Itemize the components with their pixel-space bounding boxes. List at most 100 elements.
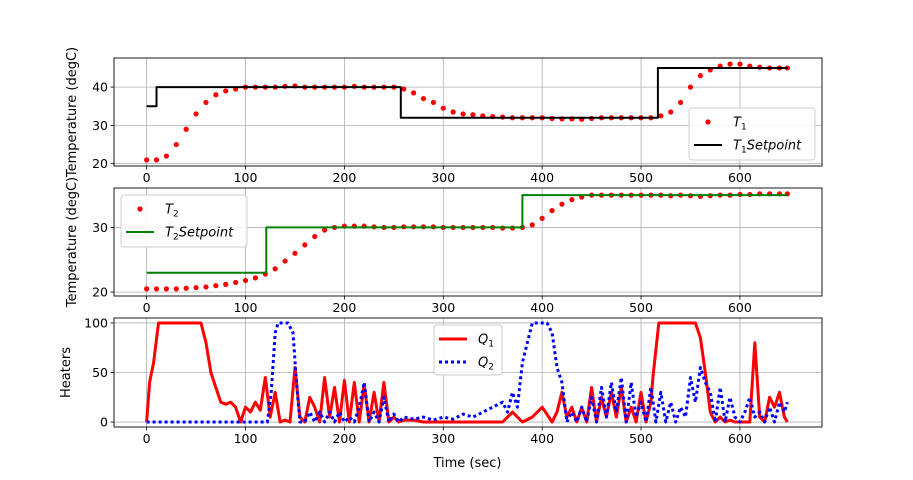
y-tick-label: 30 [92,118,108,133]
data-point [144,157,150,163]
y-tick-label: 40 [92,80,108,95]
x-axis-label: Time (sec) [432,456,501,471]
data-point [163,286,170,292]
series-Q1-line [145,321,789,424]
x-tick-label: 300 [431,300,455,315]
data-point [213,92,219,98]
legend-label: Q1 [478,333,494,350]
data-point [322,227,328,233]
x-tick-label: 200 [332,300,356,315]
plot-area [144,191,790,292]
data-point [183,285,189,291]
data-point [658,113,664,119]
legend-marker [705,119,711,125]
data-point [430,99,436,106]
data-point [292,250,298,256]
y-axis-label: Temperature (degC) [65,47,80,178]
data-point [302,242,308,248]
data-point [173,141,179,148]
x-tick-label: 100 [234,300,258,315]
data-point [252,275,259,281]
data-point [144,286,150,292]
axes-frame [113,187,823,297]
legend: T2 T2Setpoint [120,194,248,248]
plot-area [144,61,790,163]
y-tick-label: 30 [92,220,108,235]
series-T1-setpoint-line [146,67,788,119]
data-point [223,88,229,94]
data-point [460,111,466,117]
data-point [529,222,535,228]
data-point [687,84,694,90]
data-point [203,284,209,290]
x-tick-label: 0 [143,431,151,446]
data-point [677,99,684,106]
axes-frame [113,57,823,167]
data-point [183,126,189,132]
legend-box [120,194,248,248]
legend-marker [137,206,143,212]
data-point [401,86,407,92]
data-point [727,61,733,67]
data-point [203,99,209,106]
y-axis-label: Heaters [59,347,74,398]
x-tick-label: 300 [431,170,455,185]
x-tick-label: 600 [728,170,752,185]
data-point [420,95,427,102]
data-point [153,157,160,163]
data-point [559,201,565,207]
axes-frame [113,317,823,428]
x-tick-label: 500 [629,300,653,315]
data-point [549,208,555,214]
data-point [470,112,476,118]
legend-box [688,107,816,161]
legend-label: Q2 [478,356,494,373]
data-point [569,197,575,203]
x-tick-label: 600 [728,300,752,315]
panel-1: 0 100 200 300 400 500 600 20 30 40 Temperature (de… [65,47,823,185]
series-T2-setpoint-line [146,194,788,274]
legend-label: T2Setpoint [165,226,234,243]
x-tick-label: 300 [431,431,455,446]
data-point [737,61,743,67]
y-tick-label: 0 [100,415,108,430]
data-point [193,111,199,117]
plot-area [145,321,789,424]
data-point [163,153,170,159]
data-point [450,109,456,115]
data-point [411,90,417,96]
panel-2: 0 100 200 300 400 500 600 20 30 Temperature (degC… [65,177,823,315]
x-tick-label: 400 [530,170,554,185]
x-tick-label: 0 [143,300,151,315]
x-tick-label: 100 [234,170,258,185]
x-tick-label: 500 [629,431,653,446]
data-point [312,233,318,240]
data-point [242,277,249,284]
x-tick-label: 200 [332,170,356,185]
data-point [272,266,278,272]
data-point [173,286,179,292]
x-tick-label: 0 [143,170,151,185]
x-tick-label: 200 [332,431,356,446]
y-tick-label: 20 [92,285,108,300]
x-tick-label: 100 [234,431,258,446]
data-point [193,284,199,291]
x-tick-label: 600 [728,431,752,446]
data-point [213,283,219,289]
x-tick-label: 400 [530,300,554,315]
legend-label: T2 [165,203,179,220]
data-point [233,279,239,286]
y-tick-label: 50 [92,365,108,380]
y-tick-label: 100 [84,315,108,330]
data-point [668,109,674,115]
data-point [440,105,446,111]
data-point [153,286,160,292]
y-tick-label: 20 [92,156,108,171]
legend-label: T1Setpoint [733,139,802,156]
legend: T1 T1Setpoint [688,107,816,161]
data-point [539,215,545,221]
x-tick-label: 400 [530,431,554,446]
